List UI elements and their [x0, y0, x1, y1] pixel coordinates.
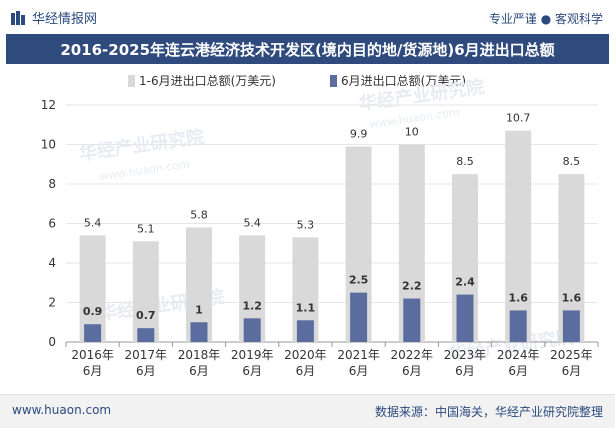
- bar-series-2: [190, 322, 208, 342]
- data-labels: 5.4 0.9 5.1 0.7 5.8 1 5.4 1.2 5.3 1.1 9.9 2.5 10 2.2 8…: [83, 112, 582, 322]
- x-tick-label: 2023年: [444, 348, 487, 362]
- y-tick-label: 0: [48, 335, 56, 349]
- bar-series-2: [403, 298, 421, 342]
- data-label-series-1: 5.4: [243, 216, 261, 229]
- watermark-text: 华经产业研究院: [358, 76, 486, 115]
- chart-title: 2016-2025年连云港经济技术开发区(境内目的地/货源地)6月进出口总额: [60, 40, 555, 59]
- y-tick-label: 8: [48, 177, 56, 191]
- x-tick-label: 2017年: [125, 348, 168, 362]
- brand-name: 华经情报网: [32, 12, 98, 27]
- x-tick-label: 6月: [296, 364, 316, 378]
- bar-series-1: [132, 241, 159, 342]
- x-tick-label: 2019年: [231, 348, 274, 362]
- y-tick-label: 12: [41, 98, 56, 112]
- x-tick-label: 6月: [455, 364, 475, 378]
- bar-chart-logo-icon: [11, 10, 25, 25]
- bar-series-2: [84, 324, 102, 342]
- x-tick-label: 2021年: [337, 348, 380, 362]
- legend-item-series-1: 1-6月进出口总额(万美元): [128, 72, 276, 89]
- bar-series-2: [137, 328, 155, 342]
- data-label-series-1: 5.8: [190, 208, 208, 221]
- data-label-series-1: 8.5: [456, 155, 474, 168]
- data-label-series-2: 2.4: [455, 276, 475, 289]
- x-tick-label: 6月: [562, 364, 582, 378]
- legend-swatch-series-1: [128, 74, 135, 87]
- x-tick-label: 6月: [136, 364, 156, 378]
- bar-series-2: [296, 320, 314, 342]
- data-label-series-2: 0.7: [136, 309, 156, 322]
- x-tick-label: 2025年: [550, 348, 593, 362]
- bar-series-2: [562, 310, 580, 342]
- x-tick-label: 2016年: [71, 348, 114, 362]
- data-label-series-1: 10.7: [506, 112, 531, 125]
- x-tick-label: 6月: [349, 364, 369, 378]
- bars: [79, 130, 585, 342]
- legend-item-series-2: 6月进出口总额(万美元): [330, 72, 466, 89]
- x-tick-label: 6月: [402, 364, 422, 378]
- data-label-series-2: 1: [195, 303, 203, 316]
- brand-logo: 华经情报网: [10, 8, 97, 27]
- data-label-series-1: 8.5: [563, 155, 581, 168]
- footer-source: 数据来源：中国海关，华经产业研究院整理: [374, 405, 603, 419]
- bar-series-2: [350, 292, 368, 342]
- data-label-series-2: 1.1: [296, 301, 316, 314]
- y-tick-label: 4: [48, 256, 56, 270]
- footer-url: www.huaon.com: [12, 403, 112, 417]
- data-label-series-2: 1.2: [242, 299, 262, 312]
- y-tick-label: 6: [48, 217, 56, 231]
- x-tick-label: 6月: [83, 364, 103, 378]
- y-tick-label: 2: [48, 296, 56, 310]
- legend-label-series-2: 6月进出口总额(万美元): [341, 74, 466, 88]
- bar-series-1: [505, 130, 532, 342]
- x-axis: 2016年 6月 2017年 6月 2018年 6月 2019年 6月 2020年 6月 2021年…: [65, 342, 599, 378]
- data-label-series-2: 0.9: [83, 305, 103, 318]
- bar-series-2: [509, 310, 527, 342]
- bar-chart: 华经产业研究院 华经产业研究院 华经产业研究院 华经产业研究院 www.huao…: [41, 76, 599, 378]
- x-tick-label: 2020年: [284, 348, 327, 362]
- legend-label-series-1: 1-6月进出口总额(万美元): [139, 74, 276, 88]
- data-label-series-1: 5.1: [137, 222, 155, 235]
- data-label-series-1: 5.3: [297, 218, 315, 231]
- slogan: 专业严谨 ● 客观科学: [488, 12, 603, 26]
- legend-swatch-series-2: [330, 74, 337, 87]
- watermark-url: www.huaon.com: [99, 157, 191, 183]
- bar-series-2: [243, 318, 261, 342]
- x-tick-label: 2022年: [391, 348, 434, 362]
- chart-legend: 1-6月进出口总额(万美元) 6月进出口总额(万美元): [0, 72, 615, 92]
- data-label-series-2: 1.6: [508, 291, 528, 304]
- x-tick-label: 2024年: [497, 348, 540, 362]
- x-tick-label: 6月: [189, 364, 209, 378]
- bar-series-2: [456, 294, 474, 342]
- chart-title-bar: 2016-2025年连云港经济技术开发区(境内目的地/货源地)6月进出口总额: [6, 34, 609, 64]
- data-label-series-1: 9.9: [350, 127, 368, 140]
- y-tick-label: 10: [41, 138, 56, 152]
- data-label-series-2: 1.6: [562, 291, 582, 304]
- data-label-series-1: 5.4: [84, 216, 102, 229]
- footer: www.huaon.com 数据来源：中国海关，华经产业研究院整理: [0, 394, 615, 428]
- x-tick-label: 2018年: [178, 348, 221, 362]
- data-label-series-2: 2.2: [402, 280, 422, 293]
- data-label-series-1: 10: [405, 126, 419, 139]
- x-tick-label: 6月: [242, 364, 262, 378]
- top-bar: 华经情报网 专业严谨 ● 客观科学: [0, 0, 615, 34]
- x-tick-label: 6月: [508, 364, 528, 378]
- data-label-series-2: 2.5: [349, 274, 369, 287]
